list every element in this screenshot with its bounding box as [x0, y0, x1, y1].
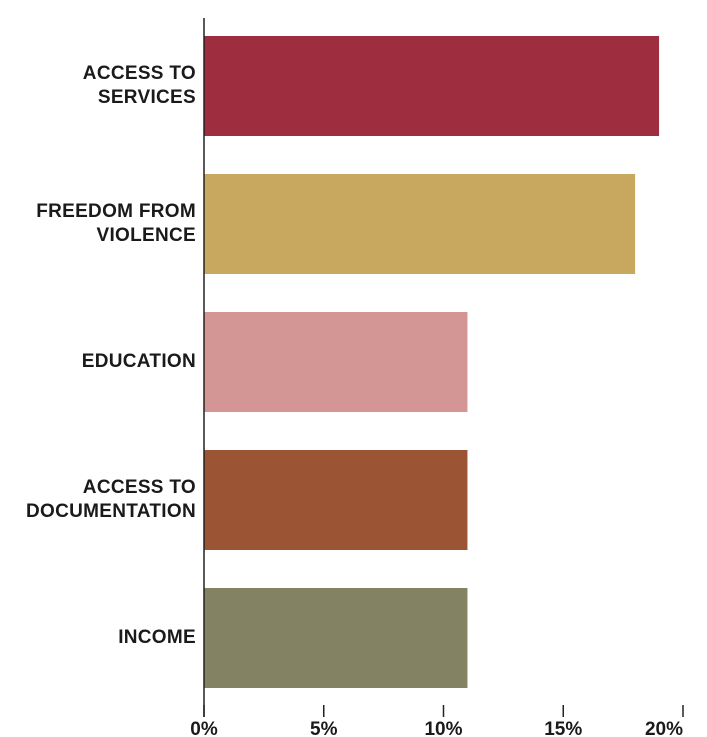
x-axis-ticks-group: [203, 705, 684, 717]
bar-4: [204, 588, 468, 688]
x-tick-label: 20%: [645, 719, 683, 737]
x-axis-tick-labels-group: 0% 5% 10% 15% 20%: [190, 719, 683, 737]
category-label-line: ACCESS TO: [83, 63, 196, 84]
category-label-4: INCOME: [118, 627, 196, 648]
category-label-line: EDUCATION: [82, 351, 196, 372]
category-label-1: FREEDOM FROM VIOLENCE: [36, 201, 196, 246]
x-tick-label: 5%: [310, 719, 338, 737]
category-label-line: VIOLENCE: [96, 225, 196, 246]
bar-3: [204, 450, 468, 550]
category-label-line: SERVICES: [98, 87, 196, 108]
x-tick-label: 10%: [424, 719, 462, 737]
bar-0: [204, 36, 660, 136]
bars-group: [204, 36, 660, 688]
category-label-line: INCOME: [118, 627, 196, 648]
bar-2: [204, 312, 468, 412]
category-label-line: ACCESS TO: [83, 477, 196, 498]
category-label-line: DOCUMENTATION: [26, 501, 196, 522]
x-tick-label: 0%: [190, 719, 218, 737]
x-tick-label: 15%: [544, 719, 582, 737]
category-label-line: FREEDOM FROM: [36, 201, 196, 222]
category-label-2: EDUCATION: [82, 351, 196, 372]
category-label-3: ACCESS TO DOCUMENTATION: [26, 477, 196, 522]
category-labels-group: ACCESS TO SERVICES FREEDOM FROM VIOLENCE EDU…: [26, 63, 196, 648]
category-label-0: ACCESS TO SERVICES: [83, 63, 196, 108]
bar-1: [204, 174, 636, 274]
